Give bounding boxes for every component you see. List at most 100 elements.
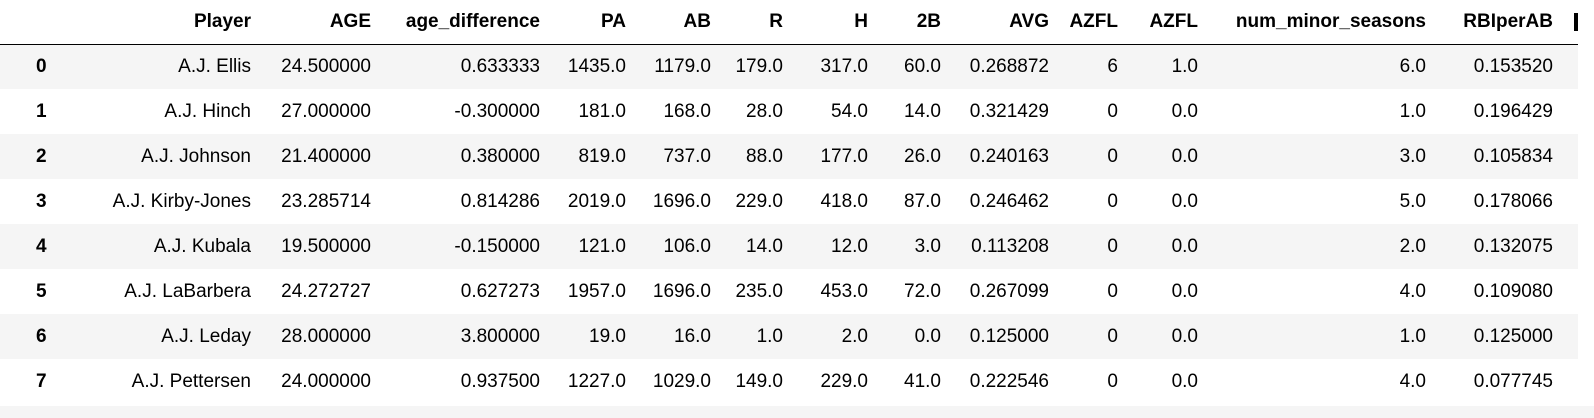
table-cell: 1696.0 <box>652 280 711 302</box>
table-cell: 19.0 <box>589 325 626 347</box>
table-row: 7 A.J. Pettersen 24.000000 0.937500 1227.0 10… <box>0 359 1578 404</box>
table-cell: 168.0 <box>663 100 711 122</box>
table-cell: 0.814286 <box>460 190 540 212</box>
table-cell: 87.0 <box>904 190 941 212</box>
player-cell: A.J. Johnson <box>141 145 251 167</box>
table-cell: 3.0 <box>1399 145 1426 167</box>
table-cell: 41.0 <box>904 370 941 392</box>
table-cell: 28.0 <box>746 100 783 122</box>
table-cell: 418.0 <box>820 190 868 212</box>
table-cell: 0 <box>1107 280 1118 302</box>
table-cell: 54.0 <box>831 100 868 122</box>
table-cell: 1.0 <box>1171 55 1198 77</box>
table-cell: 27.000000 <box>281 100 371 122</box>
table-cell: 0.240163 <box>969 145 1049 167</box>
player-cell: A.J. Hinch <box>164 100 251 122</box>
dataframe-table: Player AGE age_difference PA AB R H 2B AVG AZFL AZ… <box>0 0 1578 404</box>
table-cell: 0.627273 <box>460 280 540 302</box>
table-cell: 0.0 <box>1171 280 1198 302</box>
truncated-column-edge <box>1574 12 1578 31</box>
table-cell: 0.125000 <box>969 325 1049 347</box>
table-cell: 0.153520 <box>1473 55 1553 77</box>
table-cell: 0.113208 <box>971 235 1049 257</box>
table-cell: 24.500000 <box>281 55 371 77</box>
next-row-peek <box>0 406 1594 418</box>
table-cell: 0.0 <box>914 325 941 347</box>
table-cell: 0.321429 <box>969 100 1049 122</box>
column-header: AGE <box>260 0 380 45</box>
table-cell: 14.0 <box>904 100 941 122</box>
table-cell: 0.109080 <box>1473 280 1553 302</box>
table-cell: 2019.0 <box>567 190 626 212</box>
table-cell: 14.0 <box>746 235 783 257</box>
table-cell: 0.222546 <box>969 370 1049 392</box>
table-cell: 0.267099 <box>969 280 1049 302</box>
table-cell: 0 <box>1107 145 1118 167</box>
table-cell: 0.196429 <box>1473 100 1553 122</box>
table-cell: 0 <box>1107 325 1118 347</box>
truncated-cell <box>1562 314 1578 359</box>
table-cell: 12.0 <box>831 235 868 257</box>
table-cell: 179.0 <box>735 55 783 77</box>
table-row: 6 A.J. Leday 28.000000 3.800000 19.0 16.0 1.0 2… <box>0 314 1578 359</box>
truncated-cell <box>1562 89 1578 134</box>
table-cell: -0.300000 <box>454 100 540 122</box>
table-cell: 19.500000 <box>281 235 371 257</box>
table-cell: 1.0 <box>1399 100 1426 122</box>
table-cell: 24.000000 <box>281 370 371 392</box>
truncated-cell <box>1562 269 1578 314</box>
column-header: AZFL <box>1127 0 1207 45</box>
table-cell: 0.0 <box>1171 145 1198 167</box>
column-header: AB <box>635 0 720 45</box>
row-index: 5 <box>36 280 47 302</box>
table-cell: 0.246462 <box>969 190 1049 212</box>
column-header: Player <box>78 0 260 45</box>
table-cell: 6 <box>1107 55 1118 77</box>
table-cell: 0.0 <box>1171 325 1198 347</box>
table-cell: 6.0 <box>1399 55 1426 77</box>
table-cell: 72.0 <box>904 280 941 302</box>
table-cell: 0.380000 <box>460 145 540 167</box>
table-cell: 4.0 <box>1399 280 1426 302</box>
table-row: 4 A.J. Kubala 19.500000 -0.150000 121.0 106.0… <box>0 224 1578 269</box>
table-cell: 21.400000 <box>281 145 371 167</box>
table-cell: 0 <box>1107 235 1118 257</box>
table-cell: 0.0 <box>1171 235 1198 257</box>
column-header: R <box>720 0 792 45</box>
table-row: 5 A.J. LaBarbera 24.272727 0.627273 1957.0 16… <box>0 269 1578 314</box>
table-cell: 121.0 <box>578 235 626 257</box>
table-cell: 28.000000 <box>281 325 371 347</box>
table-cell: 453.0 <box>820 280 868 302</box>
truncated-cell <box>1562 134 1578 179</box>
table-cell: 0.132075 <box>1473 235 1553 257</box>
table-cell: 0.937500 <box>460 370 540 392</box>
row-index: 3 <box>36 190 47 212</box>
player-cell: A.J. Ellis <box>178 55 251 77</box>
header-row: Player AGE age_difference PA AB R H 2B AVG AZFL AZ… <box>0 0 1578 45</box>
table-cell: 317.0 <box>820 55 868 77</box>
table-cell: 0 <box>1107 100 1118 122</box>
table-cell: 2.0 <box>841 325 868 347</box>
table-cell: 737.0 <box>663 145 711 167</box>
table-body: 0 A.J. Ellis 24.500000 0.633333 1435.0 1179.0… <box>0 44 1578 404</box>
player-cell: A.J. Pettersen <box>131 370 251 392</box>
row-index: 4 <box>36 235 47 257</box>
table-cell: 0.178066 <box>1473 190 1553 212</box>
column-header: age_difference <box>380 0 549 45</box>
table-cell: 1696.0 <box>652 190 711 212</box>
row-index: 7 <box>36 370 47 392</box>
table-cell: 26.0 <box>904 145 941 167</box>
table-cell: 0.633333 <box>460 55 540 77</box>
table-cell: 5.0 <box>1399 190 1426 212</box>
table-cell: 235.0 <box>735 280 783 302</box>
table-cell: 0 <box>1107 370 1118 392</box>
table-cell: 1227.0 <box>567 370 626 392</box>
table-cell: 181.0 <box>578 100 626 122</box>
table-cell: 0.077745 <box>1473 370 1553 392</box>
table-cell: 1957.0 <box>567 280 626 302</box>
table-row: 0 A.J. Ellis 24.500000 0.633333 1435.0 1179.0… <box>0 44 1578 89</box>
table-row: 1 A.J. Hinch 27.000000 -0.300000 181.0 168.0 2… <box>0 89 1578 134</box>
player-cell: A.J. Kirby-Jones <box>112 190 251 212</box>
player-cell: A.J. LaBarbera <box>124 280 251 302</box>
